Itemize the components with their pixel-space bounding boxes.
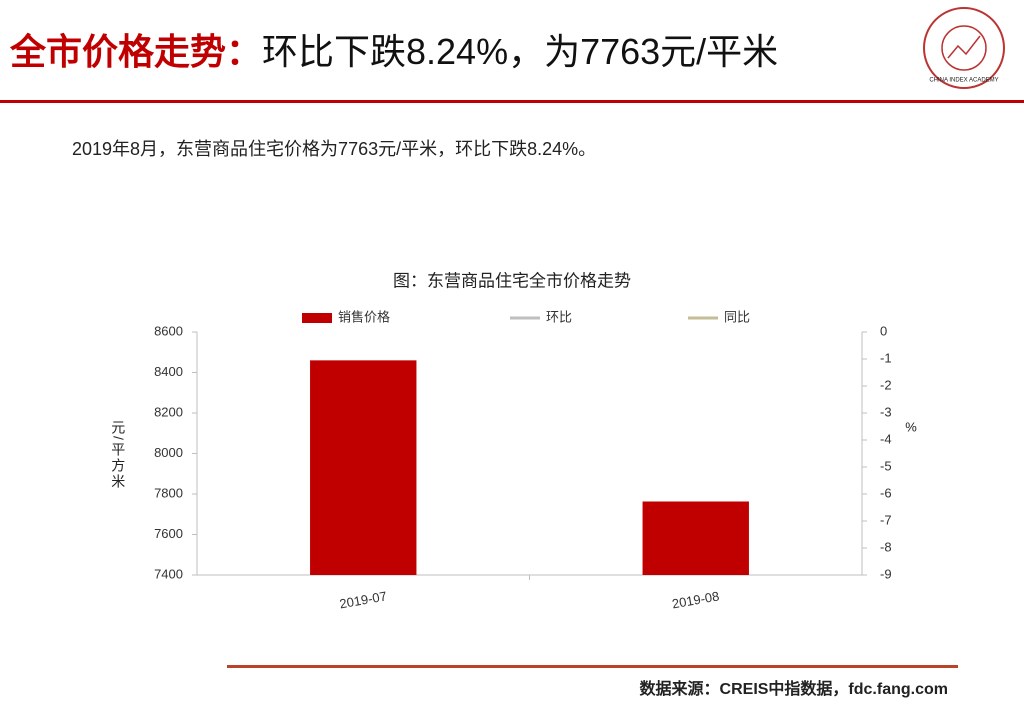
x-tick-label: 2019-08: [671, 588, 721, 611]
y-tick-label: 7400: [154, 566, 183, 581]
y2-tick-label: 0: [880, 323, 887, 338]
logo-mark: [947, 35, 981, 59]
summary: 2019年8月，东营商品住宅价格为7763元/平米，环比下跌8.24%。: [72, 139, 596, 159]
y-tick-label: 8400: [154, 364, 183, 379]
y2-axis-label: %: [905, 419, 917, 434]
y-tick-label: 8200: [154, 404, 183, 419]
footer-rule: [227, 665, 958, 668]
logo: CHINA INDEX ACADEMY: [923, 7, 1005, 89]
y-tick-label: 8600: [154, 323, 183, 338]
y2-tick-label: -8: [880, 539, 892, 554]
y2-tick-label: -1: [880, 350, 892, 365]
y2-tick-label: -5: [880, 458, 892, 473]
logo-text: CHINA INDEX ACADEMY: [929, 78, 998, 84]
x-tick-label: 2019-07: [338, 588, 388, 611]
source: 数据来源：CREIS中指数据，fdc.fang.com: [640, 679, 948, 698]
y2-tick-label: -4: [880, 431, 892, 446]
bar: [310, 360, 417, 575]
y2-tick-label: -2: [880, 377, 892, 392]
chart-title: 图：东营商品住宅全市价格走势: [393, 271, 631, 290]
logo-inner: [941, 25, 987, 71]
y-tick-label: 8000: [154, 445, 183, 460]
bar: [642, 501, 749, 575]
title-black: 环比下跌8.24%，为7763元/平米: [262, 31, 778, 72]
legend-swatch: [302, 313, 332, 323]
y-axis-label: 元/平方米: [110, 420, 126, 490]
y2-tick-label: -7: [880, 512, 892, 527]
y2-tick-label: -9: [880, 566, 892, 581]
legend-label: 销售价格: [338, 309, 390, 324]
header-rule: [0, 100, 1024, 103]
legend-label: 同比: [724, 309, 750, 324]
title-red: 全市价格走势：: [9, 31, 262, 72]
y-tick-label: 7800: [154, 485, 183, 500]
y2-tick-label: -3: [880, 404, 892, 419]
y-tick-label: 7600: [154, 526, 183, 541]
slide-title: 全市价格走势：环比下跌8.24%，为7763元/平米: [9, 31, 778, 72]
logo-ring: [923, 7, 1005, 89]
y2-tick-label: -6: [880, 485, 892, 500]
legend-label: 环比: [546, 309, 572, 324]
